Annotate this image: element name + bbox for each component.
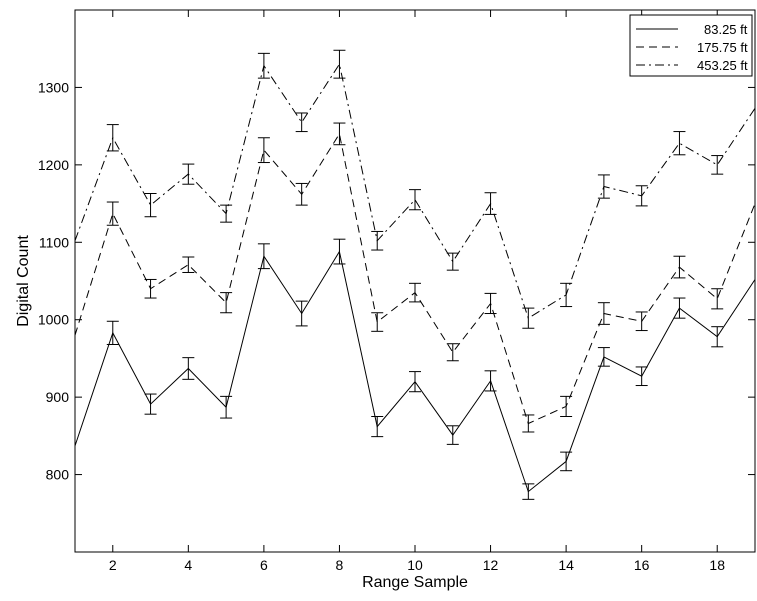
error-bar (220, 395, 233, 419)
series-1 (74, 122, 756, 433)
legend-label-83-25: 83.25 ft (704, 22, 748, 37)
error-bar (673, 131, 686, 156)
error-bar (295, 300, 308, 327)
plot-background (75, 10, 755, 552)
error-bar (257, 52, 270, 79)
legend-box (629, 14, 753, 77)
tick-layer: 2 4 6 8 10 12 14 16 18 800 900 1000 1100 1200 1300 (38, 10, 755, 573)
error-bar (597, 347, 610, 367)
x-tick-label: 10 (407, 557, 423, 573)
x-tick-label: 14 (558, 557, 574, 573)
y-axis-label: Digital Count (15, 235, 32, 327)
error-bar (257, 137, 270, 164)
error-bar (409, 189, 421, 211)
error-bar (220, 204, 233, 223)
error-bar (635, 185, 648, 207)
error-bar (484, 370, 497, 392)
error-bar (333, 49, 346, 79)
error-bar (484, 292, 497, 315)
error-bar (560, 451, 573, 472)
legend-label-453-25: 453.25 ft (697, 58, 748, 73)
error-bar (106, 124, 119, 152)
x-tick-label: 12 (483, 557, 499, 573)
x-tick-label: 6 (260, 557, 268, 573)
series-2 (74, 49, 756, 329)
y-tick-label: 1000 (38, 312, 69, 328)
y-tick-label: 1300 (38, 79, 69, 95)
y-tick-label: 800 (46, 467, 70, 483)
error-bar (371, 312, 384, 332)
error-bar (144, 193, 157, 218)
y-tick-label: 1100 (39, 234, 69, 250)
error-bar (371, 230, 384, 251)
error-bar (295, 112, 308, 133)
series-layer (74, 49, 756, 500)
legend-label-175-75: 175.75 ft (697, 40, 748, 55)
error-bar (182, 256, 195, 273)
error-bar (144, 393, 157, 415)
error-bar (711, 326, 724, 348)
error-bar (522, 307, 535, 329)
legend: 83.25 ft 175.75 ft 453.25 ft (629, 14, 753, 77)
error-bar (409, 282, 421, 303)
error-bar (484, 192, 497, 215)
error-bar (220, 292, 233, 314)
error-bar (106, 320, 119, 345)
error-bar (446, 252, 459, 271)
error-bar (560, 282, 573, 308)
error-bar (597, 174, 610, 199)
plot-frame (74, 9, 756, 553)
error-bar (144, 278, 157, 299)
x-axis-label: Range Sample (362, 574, 468, 591)
error-bar (257, 243, 270, 270)
error-bar (371, 416, 384, 438)
y-tick-label: 900 (46, 389, 70, 405)
error-bar (673, 297, 686, 319)
x-tick-label: 2 (109, 557, 117, 573)
error-bar (597, 302, 610, 325)
series-0 (74, 238, 756, 500)
error-bar (635, 311, 648, 332)
error-bar (333, 238, 346, 265)
x-tick-label: 8 (336, 557, 344, 573)
error-bar (673, 255, 686, 279)
error-bar (446, 343, 459, 362)
error-bar (522, 483, 535, 500)
error-bar (446, 425, 459, 445)
error-bar (409, 371, 421, 393)
error-bar (182, 357, 195, 380)
error-bar (560, 395, 573, 417)
error-bar (711, 155, 724, 175)
x-tick-label: 18 (709, 557, 725, 573)
x-tick-label: 4 (184, 557, 192, 573)
error-bar (106, 201, 119, 226)
error-bar (711, 288, 724, 310)
error-bar (635, 366, 648, 387)
y-tick-label: 1200 (38, 157, 69, 173)
error-bar (522, 414, 535, 433)
error-bar (333, 122, 346, 146)
error-bar (295, 182, 308, 206)
x-tick-label: 16 (634, 557, 650, 573)
error-bar (182, 163, 195, 185)
